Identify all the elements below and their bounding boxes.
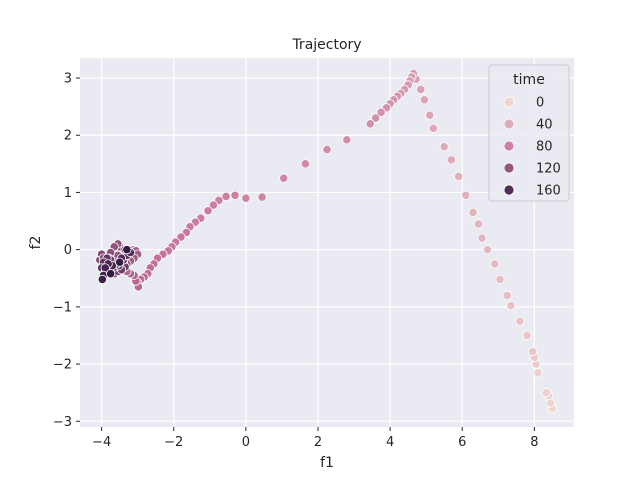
x-tick-label: 4 xyxy=(386,435,394,450)
y-tick-label: 3 xyxy=(64,72,72,87)
y-axis-label: f2 xyxy=(28,236,44,250)
data-point xyxy=(439,142,449,152)
data-point xyxy=(279,173,289,183)
data-point xyxy=(342,135,352,145)
data-point xyxy=(446,155,457,165)
data-point xyxy=(490,259,500,269)
data-point xyxy=(522,330,532,341)
legend-marker xyxy=(503,140,515,152)
y-axis-ticks: −3 −2 −1 0 1 2 3 xyxy=(53,72,80,430)
data-point xyxy=(203,206,213,216)
legend-entries: 0 40 80 120 160 xyxy=(503,96,561,199)
legend-label: 40 xyxy=(536,118,553,133)
legend-label: 120 xyxy=(536,162,561,177)
data-point xyxy=(495,274,505,284)
data-point xyxy=(416,84,426,95)
x-tick-label: 8 xyxy=(530,435,538,450)
data-point xyxy=(230,190,240,200)
legend-label: 0 xyxy=(536,96,544,111)
y-tick-label: 0 xyxy=(64,243,72,258)
data-point xyxy=(428,123,438,133)
data-point xyxy=(371,113,381,123)
y-tick-label: −3 xyxy=(53,415,72,430)
data-point xyxy=(515,316,525,326)
data-point xyxy=(322,144,332,155)
legend: time 0 40 80 120 160 xyxy=(488,64,570,202)
data-point xyxy=(257,192,267,202)
y-tick-label: −1 xyxy=(53,300,72,315)
x-tick-label: −4 xyxy=(92,435,111,450)
data-point xyxy=(541,388,551,398)
y-tick-label: 2 xyxy=(64,129,72,144)
data-point xyxy=(208,200,219,210)
data-point xyxy=(506,301,516,311)
data-point xyxy=(425,110,435,120)
data-point xyxy=(482,245,493,255)
data-point xyxy=(376,107,386,117)
x-tick-label: 0 xyxy=(242,435,250,450)
data-point xyxy=(477,233,487,243)
data-point xyxy=(115,257,125,267)
data-point xyxy=(241,193,251,203)
data-point xyxy=(527,346,538,357)
data-point xyxy=(545,398,556,408)
data-point xyxy=(221,191,231,202)
legend-marker xyxy=(503,118,515,130)
data-point xyxy=(533,368,543,378)
x-tick-label: 6 xyxy=(458,435,466,450)
legend-marker xyxy=(503,184,515,196)
data-points xyxy=(95,68,557,414)
legend-label: 80 xyxy=(536,140,553,155)
y-tick-label: −2 xyxy=(53,358,72,373)
data-point xyxy=(419,95,429,105)
data-point xyxy=(454,171,464,182)
x-tick-label: −2 xyxy=(164,435,183,450)
data-point xyxy=(300,159,310,169)
legend-marker xyxy=(503,96,515,108)
data-point xyxy=(502,290,512,301)
x-axis-label: f1 xyxy=(320,455,334,471)
chart-title: Trajectory xyxy=(291,37,361,53)
data-point xyxy=(106,269,116,279)
legend-title: time xyxy=(513,72,545,88)
data-point xyxy=(461,190,471,200)
x-tick-label: 2 xyxy=(314,435,322,450)
x-axis-ticks: −4 −2 0 2 4 6 8 xyxy=(92,427,538,450)
data-point xyxy=(97,274,107,284)
legend-label: 160 xyxy=(536,184,561,199)
y-tick-label: 1 xyxy=(64,186,72,201)
data-point xyxy=(473,219,484,229)
data-point xyxy=(468,207,478,218)
legend-marker xyxy=(503,162,515,174)
data-point xyxy=(365,119,375,129)
data-point xyxy=(122,245,132,255)
